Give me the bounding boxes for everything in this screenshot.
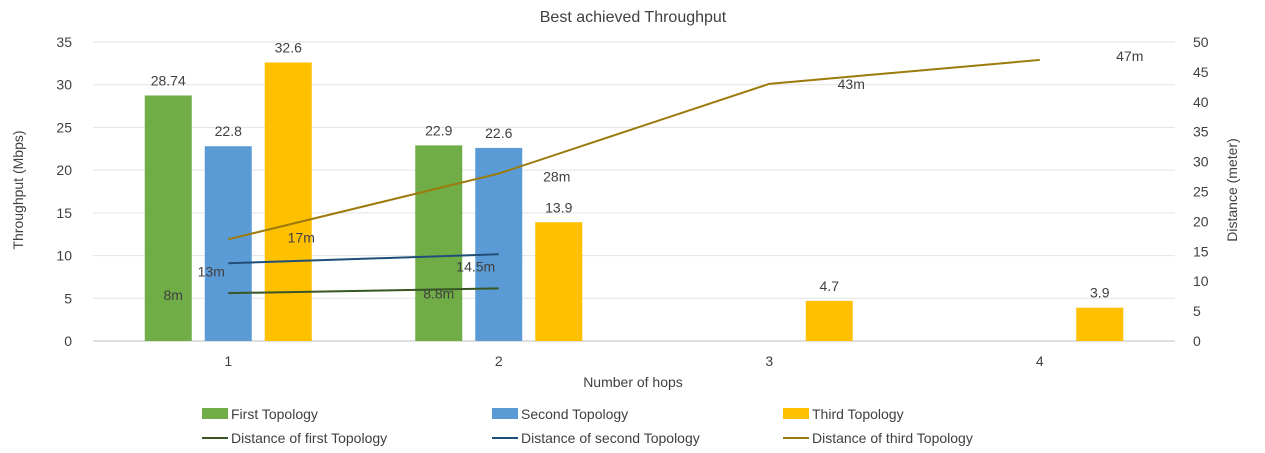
line-value-label: 13m	[198, 263, 225, 279]
bar	[144, 95, 192, 341]
chart-title: Best achieved Throughput	[540, 9, 727, 26]
y-axis-ticks: 0 5 10 15 20 25 30 35	[56, 34, 72, 349]
bar	[264, 62, 312, 341]
line-value-label: 17m	[288, 229, 315, 245]
legend-label: Distance of third Topology	[812, 430, 973, 446]
line-value-label: 47m	[1116, 48, 1143, 64]
bar-value-label: 13.9	[545, 199, 572, 215]
y2-tick-label: 15	[1193, 243, 1209, 259]
y2-tick-label: 5	[1193, 303, 1201, 319]
bar-value-label: 32.6	[275, 40, 302, 56]
line-value-label: 43m	[838, 76, 865, 92]
legend-label: Distance of second Topology	[521, 430, 700, 446]
y2-tick-label: 30	[1193, 154, 1209, 170]
y2-axis-ticks: 0 5 10 15 20 25 30 35 40 45 50	[1193, 34, 1209, 349]
y2-tick-label: 0	[1193, 333, 1201, 349]
distance-lines	[228, 58, 1040, 295]
line-value-label: 8m	[164, 287, 183, 303]
x-tick-label: 3	[765, 353, 773, 369]
distance-line	[228, 253, 499, 265]
y-axis-title: Throughput (Mbps)	[10, 130, 26, 249]
distance-line	[228, 287, 499, 295]
bar-value-label: 22.9	[425, 122, 452, 138]
bar	[805, 300, 853, 341]
line-value-label: 14.5m	[456, 258, 495, 274]
bar	[535, 222, 583, 341]
y-tick-label: 25	[56, 119, 72, 135]
y2-tick-label: 50	[1193, 34, 1209, 50]
bar	[415, 145, 463, 341]
data-labels: 28.74 22.9 22.8 22.6 32.6 13.9 4.7 3.9 8m 8.8m 13m…	[151, 40, 1144, 304]
legend-label: First Topology	[231, 406, 318, 422]
legend-swatch	[783, 408, 809, 419]
legend-label: Second Topology	[521, 406, 628, 422]
y2-tick-label: 25	[1193, 184, 1209, 200]
bar-value-label: 22.6	[485, 125, 512, 141]
y2-axis-title: Distance (meter)	[1224, 138, 1240, 241]
bar	[475, 147, 523, 341]
line-value-label: 28m	[543, 169, 570, 185]
legend-label: Distance of first Topology	[231, 430, 387, 446]
y2-tick-label: 35	[1193, 124, 1209, 140]
y2-tick-label: 40	[1193, 94, 1209, 110]
y-tick-label: 10	[56, 248, 72, 264]
legend: First Topology Second Topology Third Topol…	[202, 406, 973, 446]
x-tick-label: 1	[224, 353, 232, 369]
y-tick-label: 35	[56, 34, 72, 50]
x-tick-label: 2	[495, 353, 503, 369]
bar	[204, 146, 252, 341]
y2-tick-label: 20	[1193, 213, 1209, 229]
y-tick-label: 20	[56, 162, 72, 178]
x-tick-label: 4	[1036, 353, 1044, 369]
gridlines	[93, 41, 1175, 342]
line-value-label: 8.8m	[423, 285, 454, 301]
y-tick-label: 5	[64, 290, 72, 306]
y-tick-label: 30	[56, 77, 72, 93]
bar-value-label: 3.9	[1090, 285, 1110, 301]
legend-label: Third Topology	[812, 406, 904, 422]
legend-swatch	[202, 408, 228, 419]
y-tick-label: 0	[64, 333, 72, 349]
bar	[1076, 307, 1124, 341]
bar-value-label: 4.7	[820, 278, 840, 294]
x-axis-ticks: 1 2 3 4	[224, 353, 1044, 369]
distance-line	[228, 58, 1040, 241]
legend-swatch	[492, 408, 518, 419]
y-tick-label: 15	[56, 205, 72, 221]
y2-tick-label: 10	[1193, 273, 1209, 289]
x-axis-title: Number of hops	[583, 374, 683, 390]
y2-tick-label: 45	[1193, 64, 1209, 80]
bars	[144, 62, 1124, 341]
bar-value-label: 22.8	[215, 123, 242, 139]
bar-value-label: 28.74	[151, 72, 186, 88]
